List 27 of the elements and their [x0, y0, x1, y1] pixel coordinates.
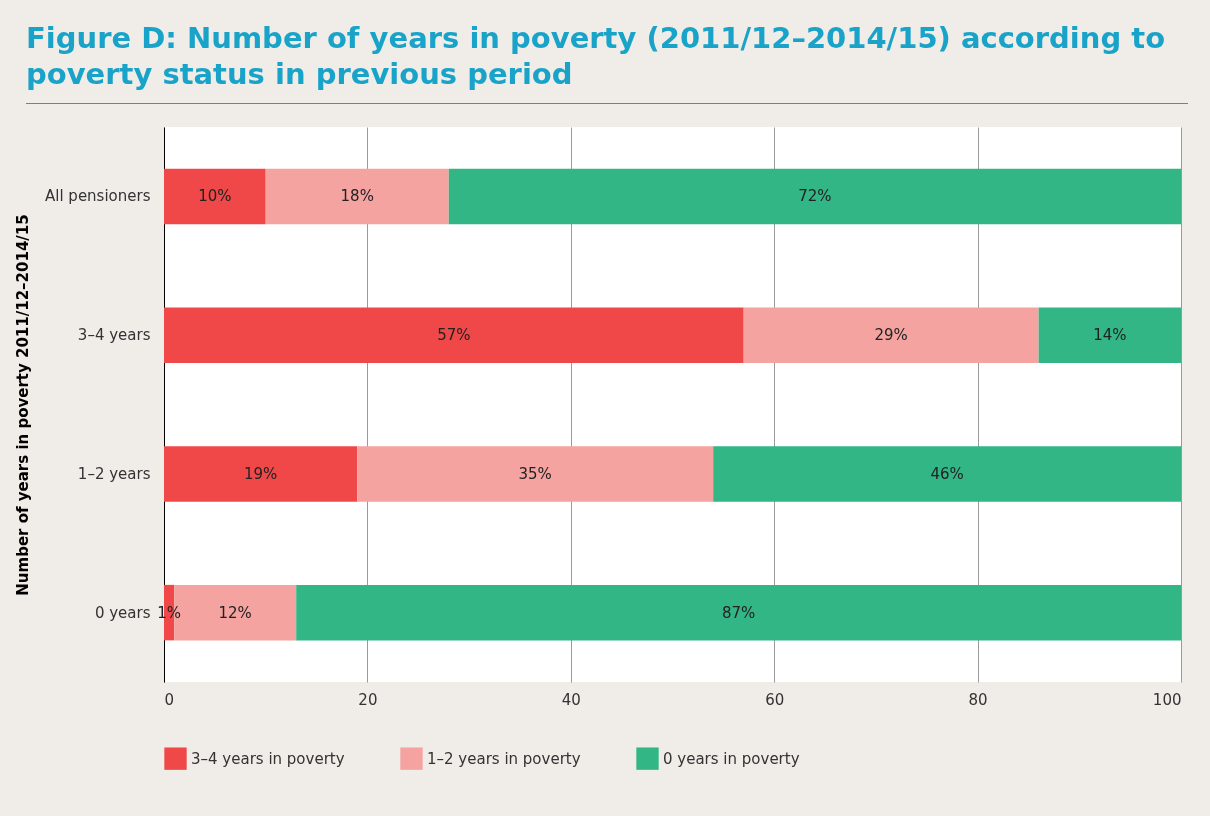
data-label: 87%: [721, 603, 756, 622]
data-label: 72%: [798, 186, 832, 205]
x-tick-label: 0: [164, 690, 175, 708]
y-tick-label: All pensioners: [45, 186, 151, 205]
x-tick-label: 40: [561, 690, 581, 708]
legend-label: 1–2 years in poverty: [427, 749, 581, 768]
y-tick-label: 0 years: [94, 603, 151, 622]
data-label: 57%: [437, 325, 471, 344]
x-tick-label: 100: [1152, 690, 1182, 708]
data-label: 12%: [218, 603, 252, 622]
x-tick-label: 20: [358, 690, 378, 708]
data-label: 1%: [157, 603, 181, 622]
data-label: 18%: [340, 186, 374, 205]
data-label: 46%: [930, 464, 964, 483]
x-tick-label: 80: [968, 690, 988, 708]
y-axis-title: Number of years in poverty 2011/12–2014/15: [14, 213, 32, 596]
y-tick-label: 1–2 years: [77, 464, 151, 483]
data-label: 35%: [518, 464, 552, 483]
legend-label: 3–4 years in poverty: [191, 749, 345, 768]
y-tick-label: 3–4 years: [77, 325, 151, 344]
data-label: 10%: [198, 186, 232, 205]
x-tick-label: 60: [765, 690, 785, 708]
data-label: 29%: [874, 325, 908, 344]
chart-title: Figure D: Number of years in poverty (2011/12–2014/15) according to poverty status in previous period: [25, 20, 1167, 94]
data-label: 14%: [1093, 325, 1127, 344]
legend-label: 0 years in poverty: [663, 749, 800, 768]
data-label: 19%: [243, 464, 278, 483]
